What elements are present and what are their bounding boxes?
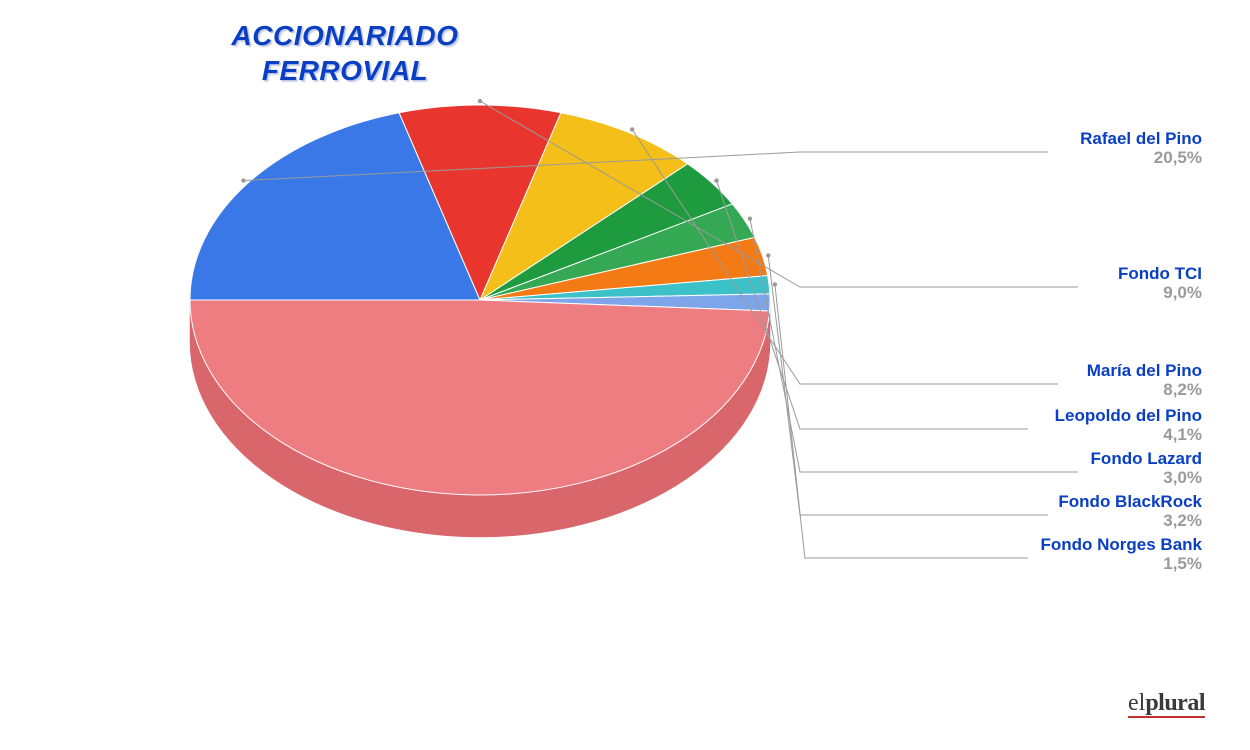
leader-dot	[748, 217, 752, 221]
pie-label-name: Rafael del Pino	[1080, 130, 1202, 149]
pie-label-name: Fondo Lazard	[1091, 450, 1202, 469]
pie-label-value: 20,5%	[1080, 149, 1202, 168]
title-line-2: FERROVIAL	[262, 55, 428, 86]
pie-label: Fondo BlackRock3,2%	[1058, 493, 1202, 530]
pie-label: Leopoldo del Pino4,1%	[1055, 407, 1202, 444]
pie-label-value: 3,0%	[1091, 469, 1202, 488]
pie-label: Fondo Lazard3,0%	[1091, 450, 1202, 487]
credit-part-1: el	[1128, 690, 1145, 716]
pie-label-value: 8,2%	[1087, 381, 1202, 400]
chart-title: ACCIONARIADO FERROVIAL	[165, 18, 525, 88]
pie-label-name: María del Pino	[1087, 362, 1202, 381]
leader-line	[750, 219, 1078, 472]
pie-label-value: 1,5%	[1040, 555, 1202, 574]
leader-dot	[241, 178, 245, 182]
pie-label-value: 3,2%	[1058, 512, 1202, 531]
leader-dot	[773, 282, 777, 286]
pie-label-name: Fondo TCI	[1118, 265, 1202, 284]
pie-label: María del Pino8,2%	[1087, 362, 1202, 399]
pie-label: Fondo TCI9,0%	[1118, 265, 1202, 302]
pie-label-name: Leopoldo del Pino	[1055, 407, 1202, 426]
credit-part-2: plural	[1145, 690, 1205, 716]
leader-line	[775, 284, 1028, 558]
leader-dot	[714, 178, 718, 182]
leader-dot	[766, 253, 770, 257]
pie-label-name: Fondo BlackRock	[1058, 493, 1202, 512]
pie-label: Rafael del Pino20,5%	[1080, 130, 1202, 167]
pie-label-name: Fondo Norges Bank	[1040, 536, 1202, 555]
leader-line	[768, 255, 1048, 515]
pie-label: Fondo Norges Bank1,5%	[1040, 536, 1202, 573]
pie-label-value: 9,0%	[1118, 284, 1202, 303]
pie-label-value: 4,1%	[1055, 426, 1202, 445]
title-line-1: ACCIONARIADO	[232, 20, 459, 51]
leader-dot	[630, 127, 634, 131]
leader-dot	[478, 99, 482, 103]
credit-logo: elplural	[1128, 691, 1205, 718]
